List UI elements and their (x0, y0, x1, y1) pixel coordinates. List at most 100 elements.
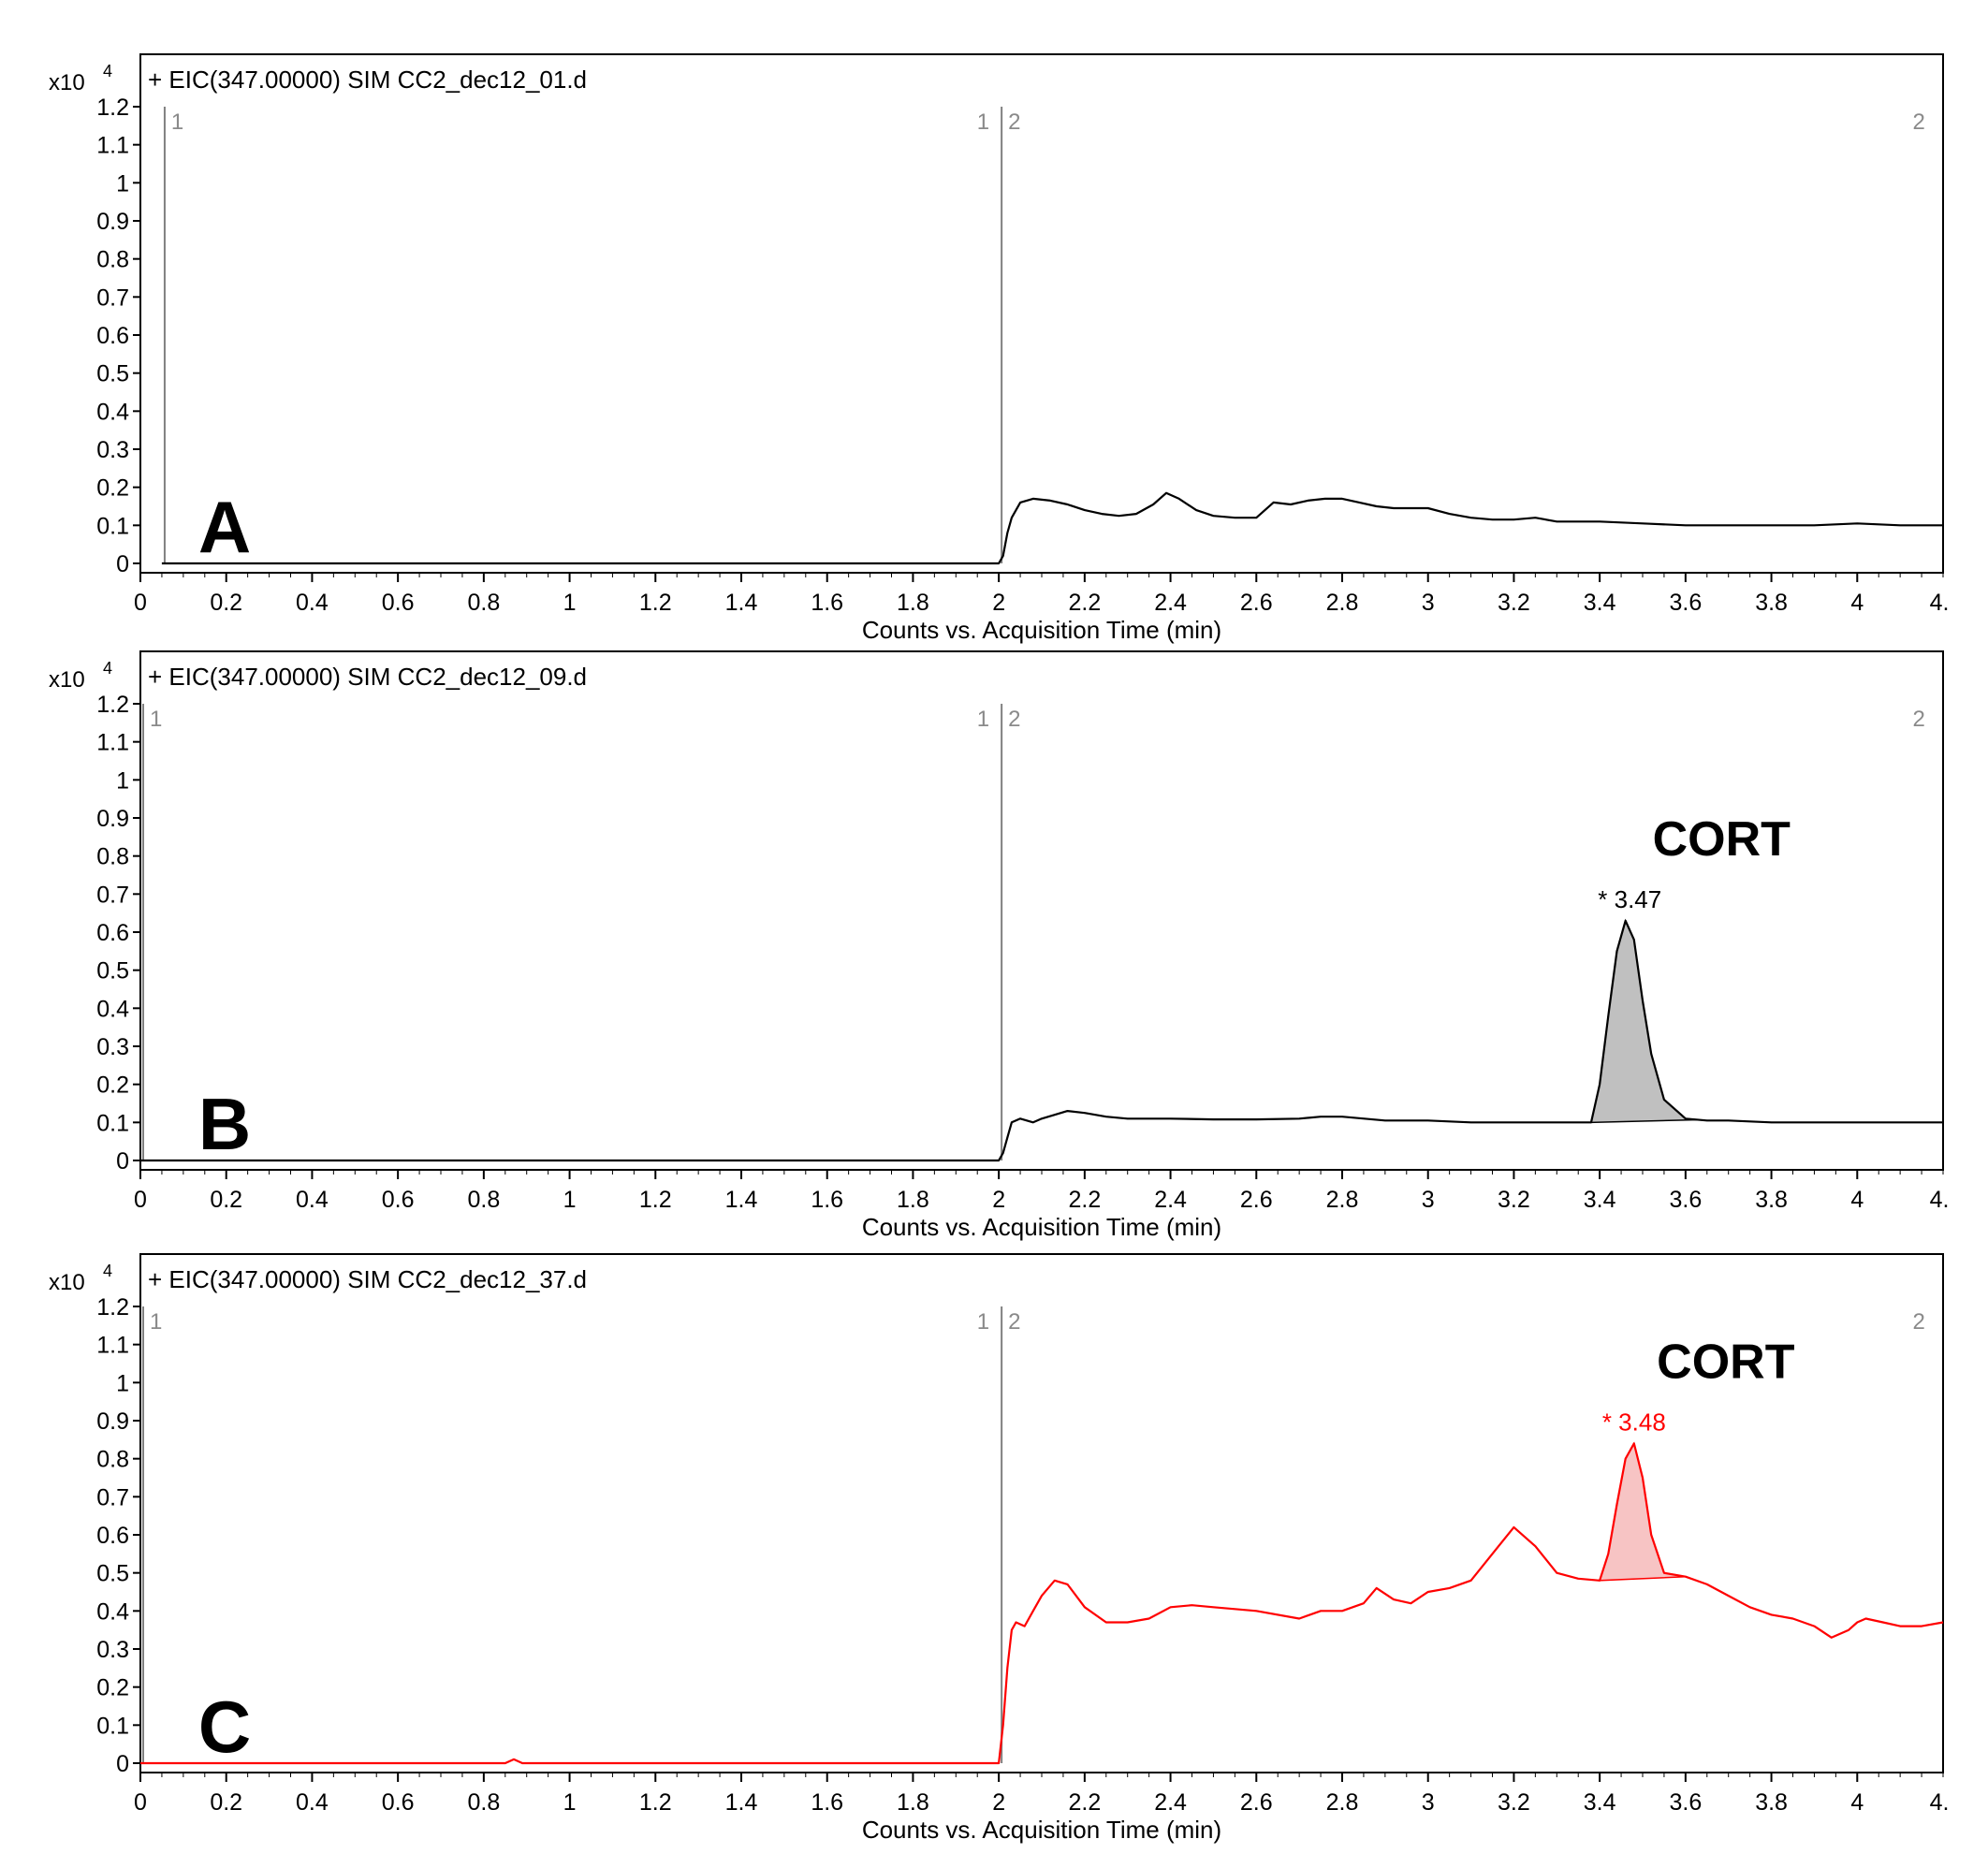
x-tick-label: 3.8 (1755, 590, 1788, 616)
segment-marker-label: 2 (1912, 109, 1924, 135)
x-tick-label: 3.6 (1669, 590, 1702, 616)
x-tick-label: 4 (1850, 590, 1864, 616)
x-tick-label: 3.6 (1669, 1187, 1702, 1213)
y-tick-label: 0.6 (96, 1523, 129, 1549)
y-tick-label: 0.2 (96, 1675, 129, 1701)
x-axis-label: Counts vs. Acquisition Time (min) (862, 616, 1221, 644)
segment-marker-label: 1 (977, 109, 989, 135)
x-tick-label: 2.6 (1240, 590, 1273, 616)
y-tick-label: 0.6 (96, 323, 129, 349)
peak-compound-label: CORT (1653, 812, 1791, 867)
y-tick-label: 0.5 (96, 361, 129, 387)
chart-title: + EIC(347.00000) SIM CC2_dec12_37.d (148, 1265, 587, 1293)
y-scale-exponent: 4 (103, 62, 112, 80)
x-tick-label: 3.8 (1755, 1789, 1788, 1816)
segment-marker-label: 2 (1008, 707, 1020, 732)
x-tick-label: 1.6 (811, 1187, 843, 1213)
y-tick-label: 0.7 (96, 1484, 129, 1510)
y-scale-exponent: 4 (103, 659, 112, 678)
x-tick-label: 0.8 (467, 1187, 500, 1213)
segment-marker-label: 1 (150, 707, 162, 732)
chart-panel-b: x10 4 + EIC(347.00000) SIM CC2_dec12_09.d 0… (49, 650, 1949, 1241)
x-tick-label: 0.8 (467, 1789, 500, 1816)
x-tick-label: 3.6 (1669, 1789, 1702, 1816)
y-tick-label: 0.3 (96, 1637, 129, 1663)
x-tick-label: 2.4 (1154, 590, 1187, 616)
chart-panel-c: x10 4 + EIC(347.00000) SIM CC2_dec12_37.d 0… (49, 1253, 1950, 1844)
x-tick-label: 3.2 (1498, 590, 1530, 616)
y-tick-label: 1.2 (96, 692, 129, 718)
chart-title: + EIC(347.00000) SIM CC2_dec12_09.d (148, 663, 587, 691)
x-axis-label: Counts vs. Acquisition Time (min) (862, 1816, 1221, 1844)
x-tick-label: 3.4 (1584, 1187, 1616, 1213)
x-tick-label: 4 (1850, 1789, 1864, 1816)
x-tick-label: 2 (992, 1789, 1005, 1816)
y-tick-label: 0.8 (96, 247, 129, 273)
segment-marker-label: 1 (150, 1309, 162, 1335)
y-tick-label: 0.8 (96, 844, 129, 870)
x-axis-label: Counts vs. Acquisition Time (min) (862, 1213, 1221, 1241)
x-tick-label: 1.4 (725, 590, 758, 616)
peak-compound-label: CORT (1657, 1335, 1795, 1389)
x-tick-label: 0.6 (382, 1789, 415, 1816)
x-tick-label: 1.2 (639, 590, 672, 616)
y-scale-label: x10 (49, 667, 85, 693)
x-tick-label: 3.2 (1498, 1187, 1530, 1213)
y-tick-label: 1 (116, 170, 129, 197)
y-tick-label: 0.4 (96, 1598, 129, 1625)
x-tick-label: 2.6 (1240, 1187, 1273, 1213)
series-line (140, 1442, 1944, 1765)
x-tick-label: 2.4 (1154, 1789, 1187, 1816)
x-tick-label: 2 (992, 1187, 1005, 1213)
segment-marker-label: 2 (1008, 109, 1020, 135)
panel-letter: B (198, 1083, 251, 1165)
x-tick-label: 0 (134, 1187, 147, 1213)
y-tick-label: 1 (116, 1370, 129, 1396)
x-tick-label: 4 (1850, 1187, 1864, 1213)
y-tick-label: 0.8 (96, 1447, 129, 1473)
y-tick-label: 0.3 (96, 1034, 129, 1060)
x-tick-label: 1.8 (897, 1187, 929, 1213)
x-tick-label: 2.8 (1326, 1187, 1359, 1213)
peak-rt-annotation: * 3.47 (1598, 885, 1661, 913)
y-tick-label: 0.1 (96, 1713, 129, 1739)
y-tick-label: 1.1 (96, 730, 129, 756)
series-line (161, 491, 1943, 565)
y-tick-label: 0.1 (96, 513, 129, 539)
x-tick-label: 3.2 (1498, 1789, 1530, 1816)
y-scale-label: x10 (49, 70, 85, 95)
y-tick-label: 1.2 (96, 1294, 129, 1321)
x-tick-label: 0 (134, 1789, 147, 1816)
y-tick-label: 1.1 (96, 1333, 129, 1359)
x-tick-label: 2.2 (1068, 1789, 1101, 1816)
segment-marker-label: 1 (171, 109, 183, 135)
x-tick-label: 3 (1422, 590, 1435, 616)
x-tick-label: 0 (134, 590, 147, 616)
x-tick-label: 1 (563, 590, 577, 616)
y-tick-label: 0.5 (96, 1561, 129, 1587)
x-tick-label: 2.8 (1326, 1789, 1359, 1816)
x-tick-label: 2.4 (1154, 1187, 1187, 1213)
segment-marker-label: 1 (977, 1309, 989, 1335)
x-tick-label: 2.6 (1240, 1789, 1273, 1816)
x-tick-label: 1 (563, 1187, 577, 1213)
x-tick-label-truncated: 4. (1930, 1789, 1950, 1816)
y-tick-label: 0.4 (96, 996, 129, 1022)
y-tick-label: 0.9 (96, 806, 129, 832)
x-tick-label: 1.4 (725, 1187, 758, 1213)
panel-letter: C (198, 1686, 251, 1768)
x-tick-label: 1 (563, 1789, 577, 1816)
x-tick-label: 1.8 (897, 590, 929, 616)
x-tick-label: 0.4 (296, 590, 329, 616)
segment-marker-label: 2 (1008, 1309, 1020, 1335)
y-tick-label: 1.1 (96, 133, 129, 159)
peak-rt-annotation: * 3.48 (1602, 1408, 1666, 1436)
x-tick-label: 0.2 (210, 1187, 242, 1213)
x-tick-label: 2 (992, 590, 1005, 616)
y-scale-label: x10 (49, 1270, 85, 1295)
x-tick-label: 0.6 (382, 590, 415, 616)
x-tick-label: 0.4 (296, 1789, 329, 1816)
x-tick-label: 1.6 (811, 1789, 843, 1816)
